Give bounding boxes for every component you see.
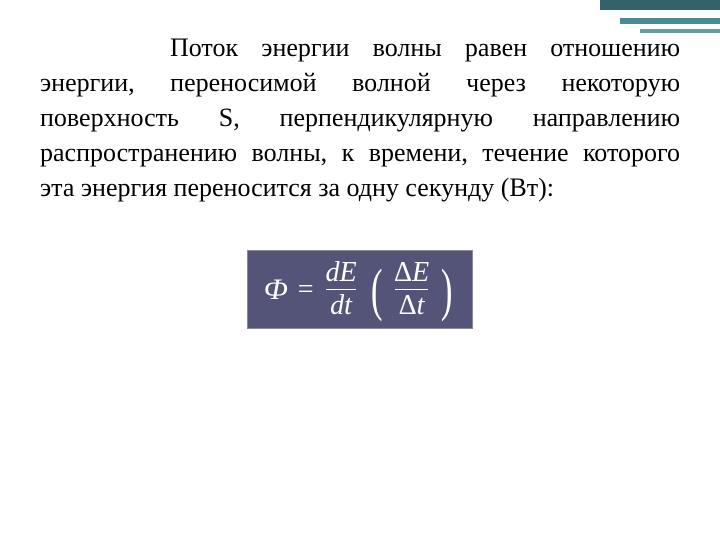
formula-box: Ф = dE dt ( ΔE Δt ) — [247, 250, 474, 329]
right-paren: ) — [441, 267, 453, 313]
corner-decoration — [600, 0, 720, 40]
denominator: dt — [326, 289, 356, 320]
var-E: E — [412, 257, 429, 288]
formula-container: Ф = dE dt ( ΔE Δt ) — [40, 250, 680, 329]
definition-paragraph: Поток энергии волны равен отношению энер… — [40, 30, 680, 205]
numerator: ΔE — [390, 259, 433, 289]
decor-stripe — [610, 10, 720, 18]
var-t: t — [417, 290, 425, 321]
formula-lhs: Ф — [264, 273, 288, 307]
decor-stripe — [640, 29, 720, 33]
left-paren: ( — [370, 267, 382, 313]
paren-group: ( ΔE Δt ) — [367, 259, 457, 320]
denominator: Δt — [395, 289, 429, 320]
slide-content: Поток энергии волны равен отношению энер… — [0, 0, 720, 349]
decor-stripe — [600, 0, 720, 10]
equals-sign: = — [298, 274, 314, 306]
fraction-delta-e-t: ΔE Δt — [390, 259, 433, 320]
fraction-de-dt: dE dt — [322, 259, 361, 320]
numerator: dE — [322, 259, 361, 289]
